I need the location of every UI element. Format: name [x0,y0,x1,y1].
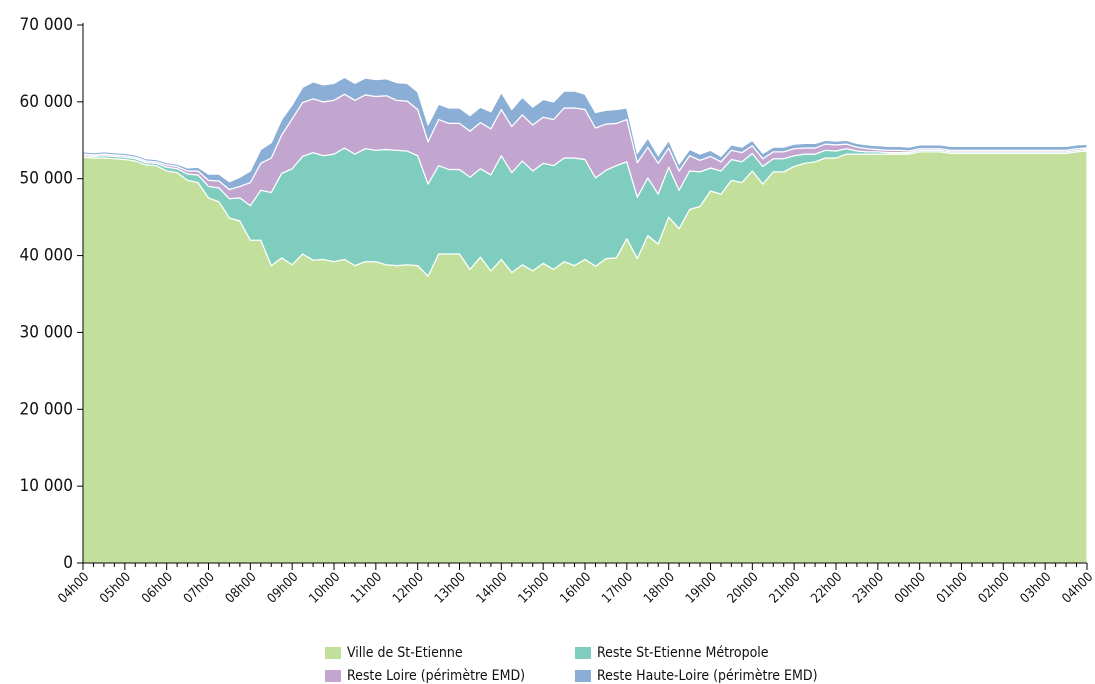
x-tick-label: 04h00 [1059,570,1095,607]
legend-label: Reste St-Etienne Métropole [597,645,769,661]
y-tick-label: 50 000 [20,169,74,189]
legend-label: Ville de St-Etienne [347,645,463,661]
x-tick-label: 16h00 [557,570,594,607]
x-tick-label: 22h00 [808,570,845,607]
x-tick-label: 03h00 [1018,570,1055,607]
x-tick-label: 07h00 [181,570,218,607]
legend-swatch [325,647,341,659]
area [82,76,1088,191]
y-tick-label: 20 000 [20,399,74,419]
x-tick-label: 17h00 [599,570,636,607]
x-tick-label: 23h00 [850,570,887,607]
x-tick-label: 06h00 [139,570,176,607]
x-tick-label: 01h00 [934,570,971,607]
x-tick-label: 18h00 [641,570,678,607]
x-tick-label: 02h00 [976,570,1013,607]
x-tick-label: 05h00 [97,570,134,607]
x-tick-label: 11h00 [348,570,385,607]
legend-label: Reste Loire (périmètre EMD) [347,668,525,684]
y-tick-label: 40 000 [20,246,74,266]
legend-swatch [575,647,591,659]
x-tick-label: 13h00 [432,570,469,607]
x-tick-label: 00h00 [892,570,929,607]
x-tick-label: 09h00 [265,570,302,607]
x-tick-label: 15h00 [516,570,553,607]
y-tick-label: 10 000 [20,476,74,496]
x-tick-label: 10h00 [306,570,343,607]
x-tick-label: 04h00 [55,570,92,607]
x-tick-label: 12h00 [390,570,427,607]
x-tick-label: 19h00 [683,570,720,607]
legend-swatch [575,670,591,682]
x-tick-label: 21h00 [767,570,804,607]
y-tick-label: 30 000 [20,322,74,342]
x-tick-label: 14h00 [474,570,511,607]
y-tick-label: 60 000 [20,92,74,112]
x-tick-label: 20h00 [725,570,762,607]
y-tick-label: 0 [63,553,73,573]
x-tick-label: 08h00 [223,570,260,607]
legend-label: Reste Haute-Loire (périmètre EMD) [597,668,817,684]
legend-swatch [325,670,341,682]
y-tick-label: 70 000 [20,15,74,35]
